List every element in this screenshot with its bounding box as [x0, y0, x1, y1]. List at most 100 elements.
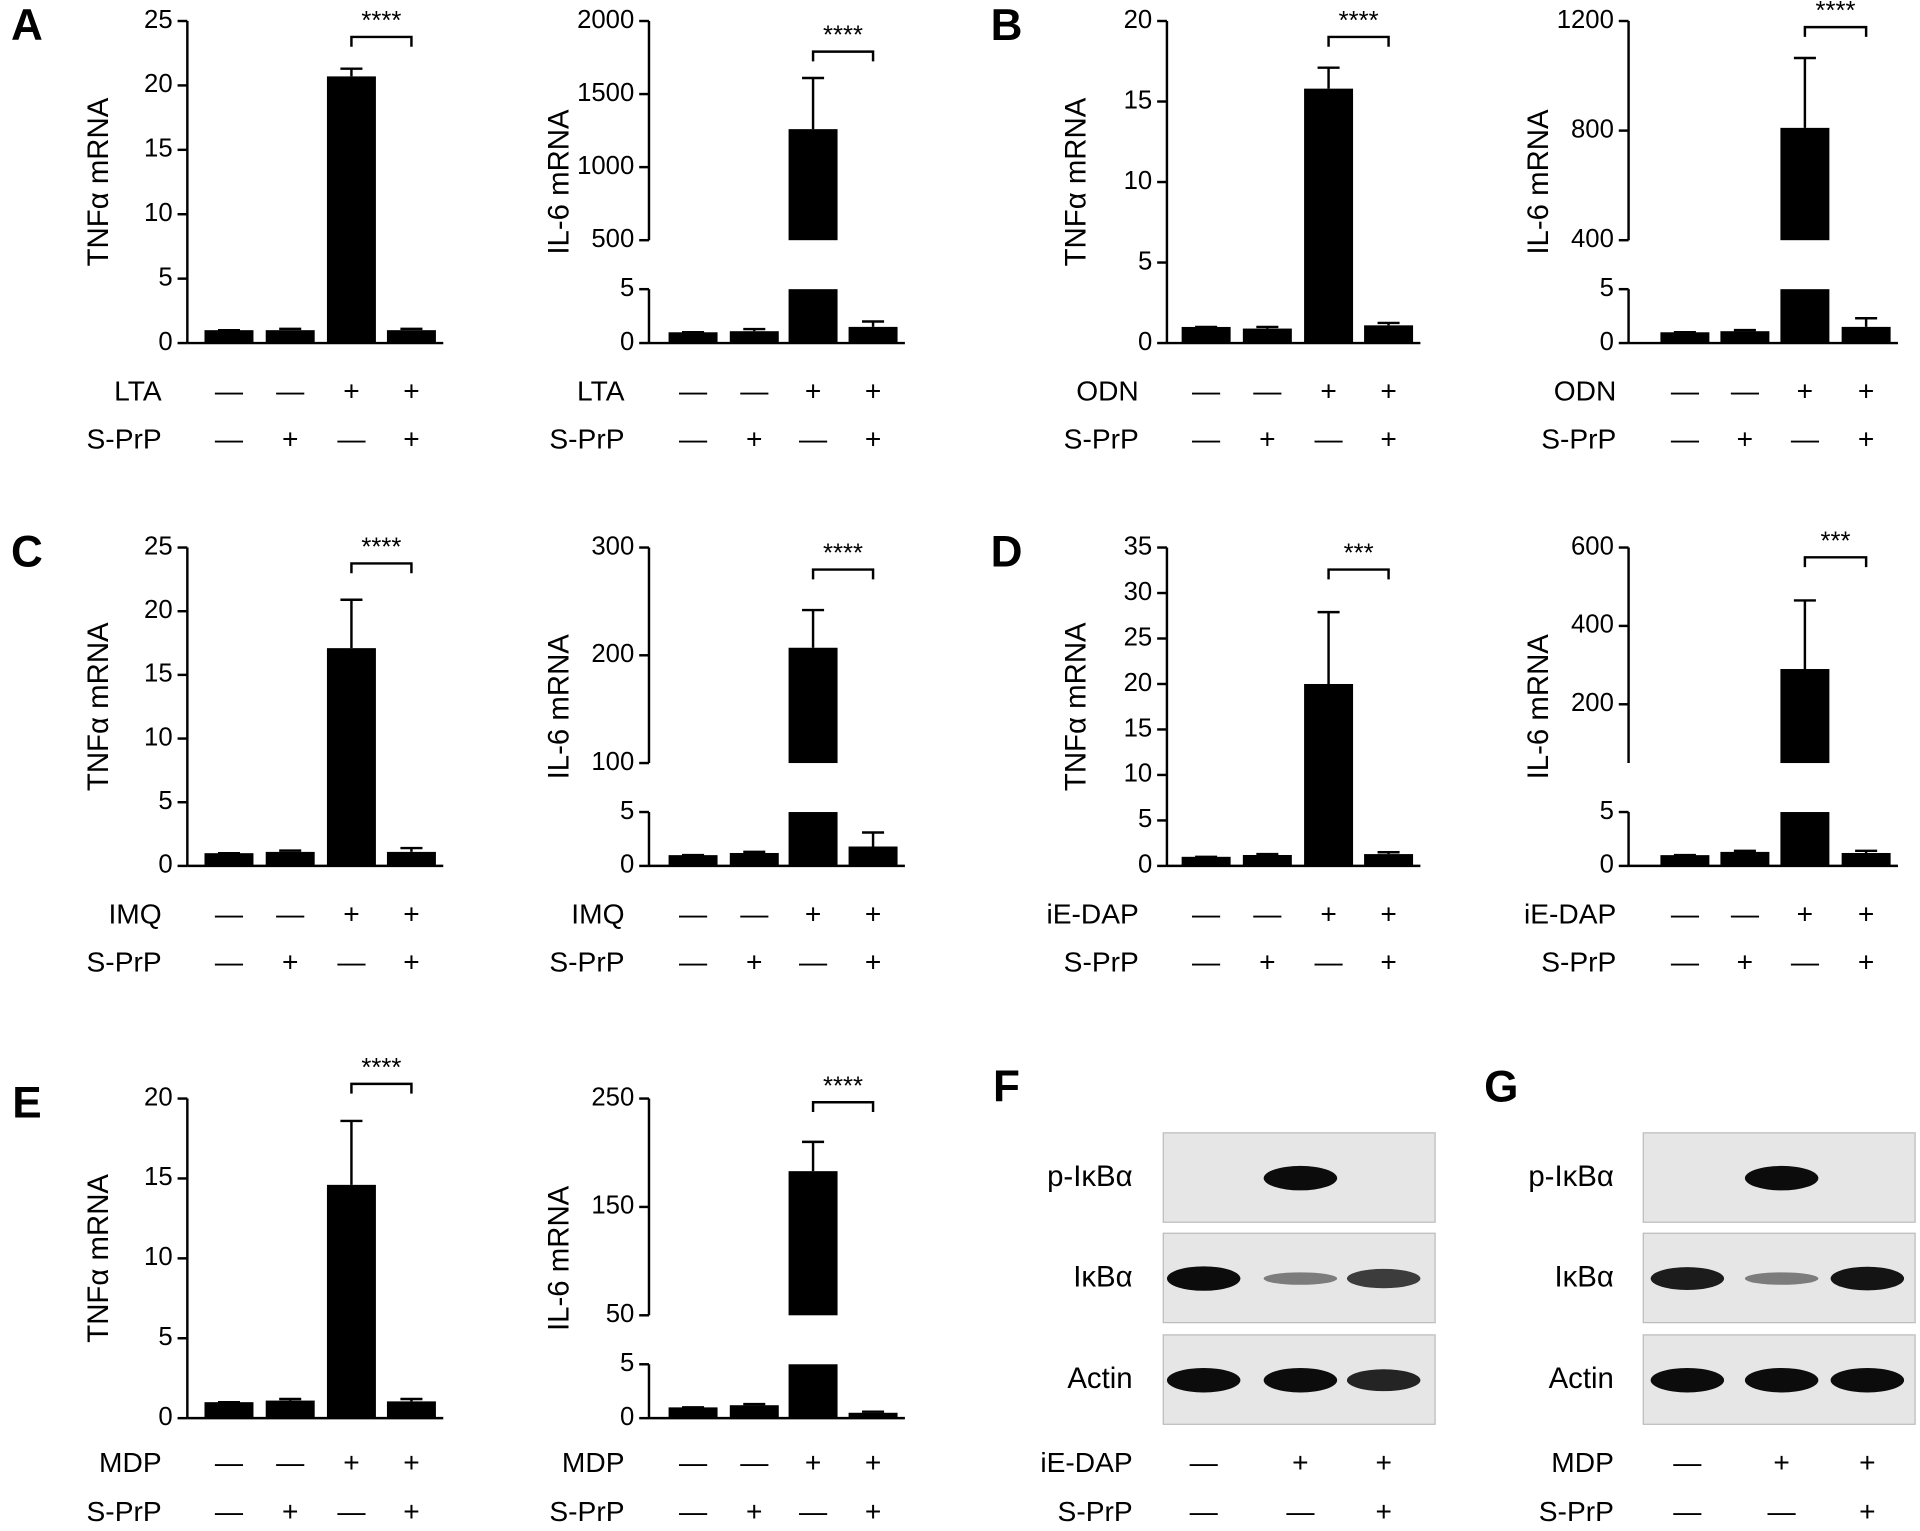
condition-sign: — [679, 1496, 708, 1527]
y-axis-title: TNFα mRNA [82, 97, 115, 266]
error-bar [340, 598, 363, 649]
condition-sign: — [799, 946, 828, 977]
y-tick-label: 15 [144, 1163, 173, 1191]
error-bar [1377, 321, 1400, 326]
condition-sign: + [343, 376, 359, 407]
y-tick-label: 50 [606, 1300, 635, 1328]
condition-sign: — [1791, 423, 1820, 454]
error-bar [862, 831, 885, 847]
blot-band [1830, 1367, 1905, 1393]
condition-sign: — [799, 1496, 828, 1527]
bar [788, 647, 838, 764]
y-tick-label: 200 [1571, 689, 1614, 717]
y-tick-label: 0 [158, 1403, 172, 1431]
bar [1660, 332, 1710, 344]
bar [386, 330, 436, 344]
significance-label: **** [823, 1072, 863, 1100]
significance-bracket [1803, 25, 1868, 37]
panel-letter: B [991, 1, 1023, 50]
condition-label: S-PrP [1541, 423, 1616, 454]
bar [204, 330, 254, 344]
condition-sign: + [1858, 946, 1874, 977]
condition-sign: + [1375, 1496, 1391, 1527]
condition-sign: — [1671, 946, 1700, 977]
panel-letter: C [11, 528, 43, 577]
condition-sign: — [1673, 1447, 1702, 1478]
bar [1364, 854, 1414, 866]
error-bar [1256, 325, 1279, 329]
condition-sign: + [865, 899, 881, 930]
condition-sign: + [1858, 423, 1874, 454]
bar [1364, 325, 1414, 344]
bar [848, 326, 898, 344]
condition-sign: + [282, 946, 298, 977]
condition-sign: — [1731, 376, 1760, 407]
condition-sign: — [337, 1496, 366, 1527]
error-bar [743, 1402, 766, 1406]
error-bar [862, 1410, 885, 1413]
error-bar [400, 1397, 423, 1402]
y-tick-label: 500 [591, 225, 634, 253]
condition-sign: — [1253, 899, 1282, 930]
condition-sign: — [276, 376, 305, 407]
y-tick-label: 0 [1138, 328, 1152, 356]
error-bar [1855, 849, 1878, 853]
y-tick-label: 10 [144, 1243, 173, 1271]
condition-sign: — [1731, 899, 1760, 930]
significance-bracket [350, 562, 413, 574]
y-tick-label: 2000 [577, 6, 634, 34]
panel-letter: E [12, 1079, 41, 1128]
bar [265, 330, 315, 344]
y-tick-label: 15 [144, 135, 173, 163]
bar [1720, 331, 1770, 344]
condition-sign: — [1253, 376, 1282, 407]
blot-label: Actin [1067, 1362, 1132, 1395]
condition-label: iE-DAP [1046, 899, 1138, 930]
bar [668, 1407, 718, 1419]
blot-label: p-IκBα [1047, 1160, 1133, 1193]
significance-bracket [350, 35, 413, 47]
condition-sign: + [1737, 946, 1753, 977]
condition-sign: — [215, 376, 244, 407]
condition-sign: + [746, 946, 762, 977]
bar [326, 76, 376, 344]
condition-label: S-PrP [549, 1496, 624, 1527]
y-tick-label: 15 [144, 660, 173, 688]
condition-sign: — [1791, 946, 1820, 977]
condition-sign: + [865, 1447, 881, 1478]
blot-band [1166, 1266, 1241, 1291]
condition-sign: + [1380, 946, 1396, 977]
blot-band [1744, 1165, 1819, 1191]
condition-sign: — [740, 1447, 769, 1478]
condition-sign: — [337, 946, 366, 977]
condition-sign: — [337, 423, 366, 454]
bar [386, 1401, 436, 1419]
condition-sign: — [740, 899, 769, 930]
y-tick-label: 0 [620, 1403, 634, 1431]
significance-label: *** [1821, 527, 1851, 555]
y-tick-label: 0 [1138, 851, 1152, 879]
condition-sign: — [1673, 1496, 1702, 1527]
condition-sign: + [1380, 899, 1396, 930]
blot-label: Actin [1549, 1362, 1614, 1395]
error-bar [340, 1119, 363, 1185]
condition-sign: + [403, 899, 419, 930]
condition-label: IMQ [571, 899, 624, 930]
significance-bracket [811, 50, 875, 62]
condition-sign: — [1192, 376, 1221, 407]
significance-label: **** [1339, 7, 1379, 35]
bar [729, 331, 779, 344]
bar [1720, 851, 1770, 866]
y-axis-title: IL-6 mRNA [543, 634, 576, 780]
blot-label: IκBα [1073, 1260, 1132, 1293]
condition-sign: + [403, 946, 419, 977]
condition-sign: — [799, 423, 828, 454]
bar [668, 332, 718, 344]
bar [1780, 812, 1830, 866]
bar [386, 851, 436, 866]
condition-label: MDP [562, 1447, 625, 1478]
condition-sign: — [1671, 376, 1700, 407]
y-tick-label: 0 [158, 328, 172, 356]
condition-sign: — [215, 1496, 244, 1527]
y-tick-label: 1500 [577, 79, 634, 107]
